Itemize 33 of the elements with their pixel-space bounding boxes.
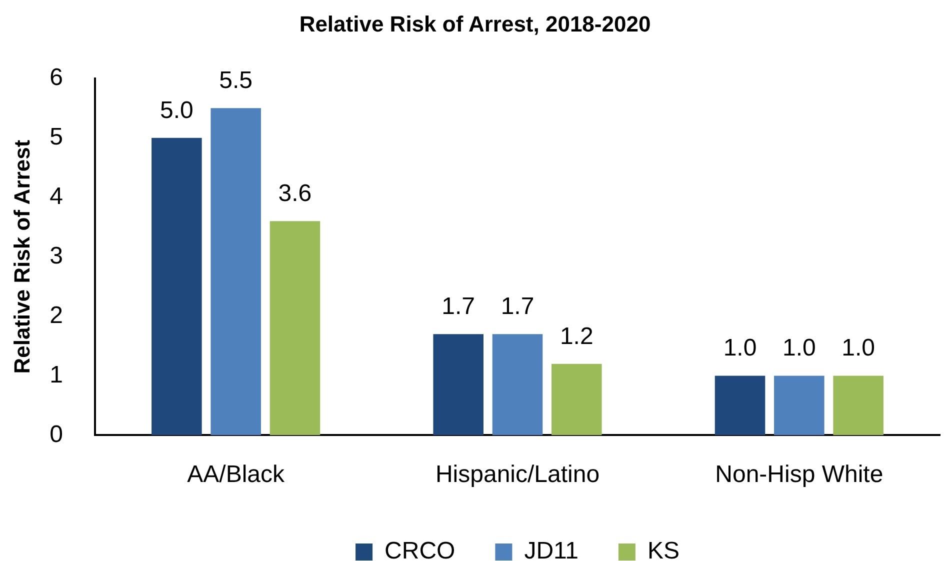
y-tick-label: 5 — [50, 123, 63, 150]
bar — [774, 376, 824, 436]
data-label: 5.5 — [219, 67, 253, 94]
data-label: 1.0 — [782, 334, 816, 362]
bar — [210, 108, 261, 436]
x-tick-label: AA/Black — [187, 461, 286, 488]
legend-label: JD11 — [524, 538, 578, 561]
legend-label: CRCO — [384, 538, 456, 561]
data-label: 3.6 — [278, 180, 312, 208]
chart-title: Relative Risk of Arrest, 2018-2020 — [299, 11, 651, 36]
data-label: 1.7 — [442, 293, 476, 320]
y-tick-label: 6 — [50, 64, 63, 92]
y-tick-label: 0 — [50, 420, 63, 448]
bar — [552, 364, 602, 436]
bar — [492, 334, 543, 436]
data-label: 1.7 — [500, 293, 534, 320]
bar — [270, 221, 320, 436]
y-axis-title: Relative Risk of Arrest — [9, 139, 34, 374]
x-tick-label: Non-Hisp White — [715, 461, 884, 488]
data-label: 1.2 — [560, 322, 594, 350]
y-tick-label: 1 — [50, 361, 63, 388]
x-tick-label: Hispanic/Latino — [435, 461, 600, 488]
y-tick-label: 3 — [50, 242, 63, 270]
legend-label: KS — [647, 538, 680, 561]
y-tick-label: 2 — [50, 302, 63, 329]
bar — [152, 138, 202, 436]
data-label: 5.0 — [160, 96, 194, 124]
bar — [433, 334, 484, 436]
bar — [714, 376, 766, 436]
bar — [833, 376, 884, 436]
data-label: 1.0 — [842, 334, 876, 362]
y-tick-label: 4 — [50, 182, 63, 210]
data-label: 1.0 — [723, 334, 757, 362]
